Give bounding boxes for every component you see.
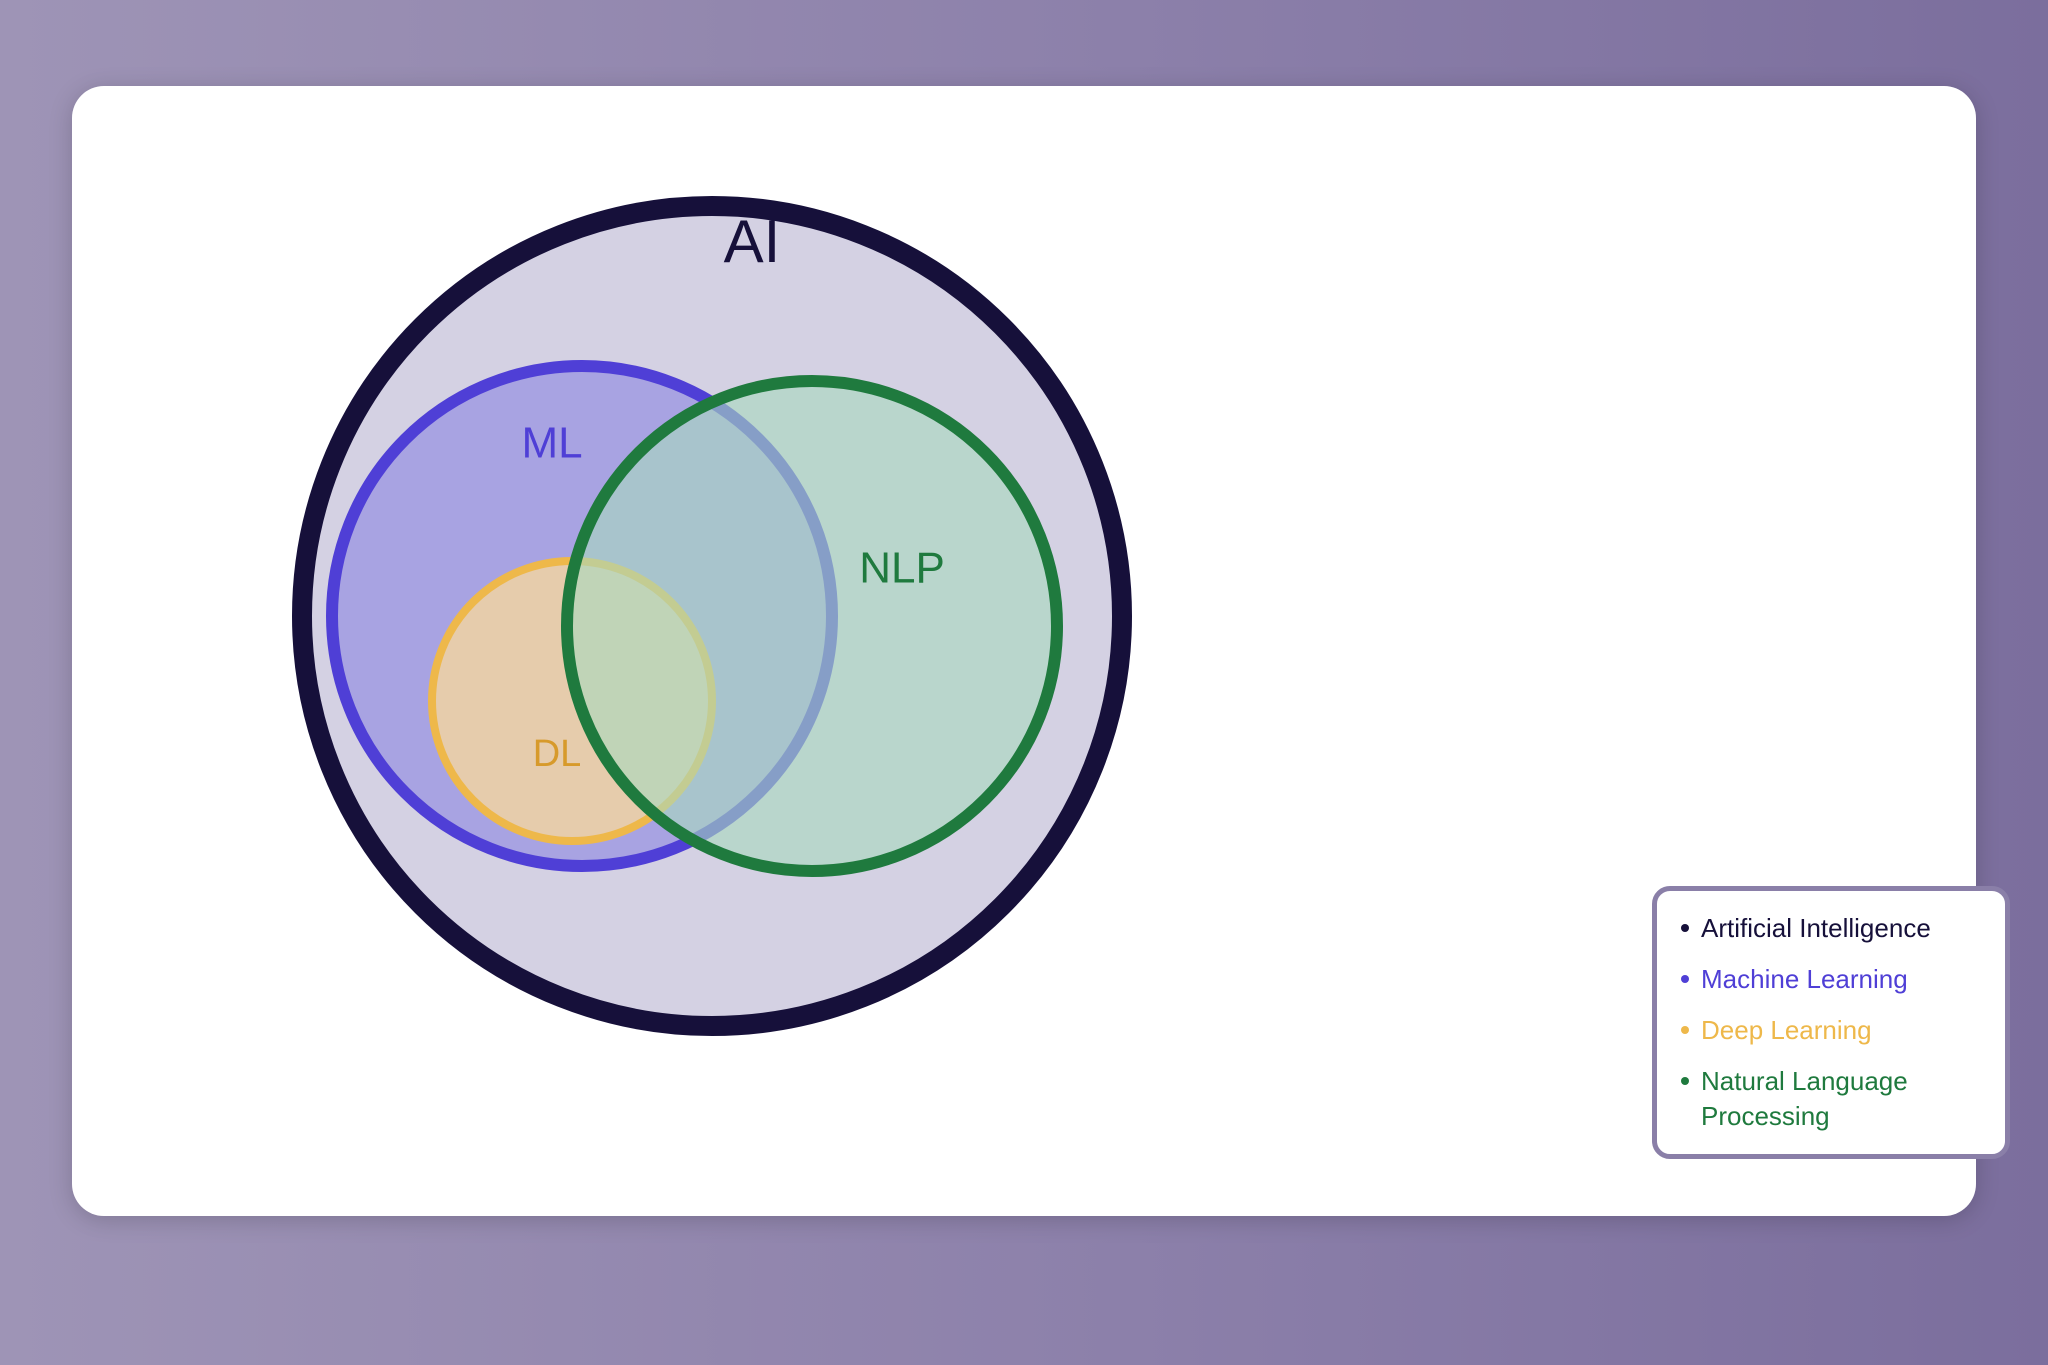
legend-item-dl: Deep Learning bbox=[1677, 1013, 1981, 1048]
legend-item-nlp: Natural Language Processing bbox=[1677, 1064, 1981, 1134]
legend-label: Artificial Intelligence bbox=[1701, 913, 1931, 943]
circle-label-ai: AI bbox=[724, 208, 781, 275]
legend-item-ai: Artificial Intelligence bbox=[1677, 911, 1981, 946]
legend-label: Natural Language Processing bbox=[1701, 1066, 1908, 1131]
legend-label: Deep Learning bbox=[1701, 1015, 1872, 1045]
page-root: AI ML DL NLP Artificial Intelligence Machin… bbox=[0, 0, 2048, 1365]
circle-label-ml: ML bbox=[521, 419, 582, 468]
circle-nlp bbox=[567, 381, 1057, 871]
circle-label-nlp: NLP bbox=[859, 544, 945, 593]
circle-label-dl: DL bbox=[533, 733, 582, 775]
diagram-card: AI ML DL NLP Artificial Intelligence Machin… bbox=[72, 86, 1976, 1216]
legend-list: Artificial Intelligence Machine Learning… bbox=[1677, 911, 1981, 1134]
legend-label: Machine Learning bbox=[1701, 964, 1908, 994]
legend-item-ml: Machine Learning bbox=[1677, 962, 1981, 997]
legend-box: Artificial Intelligence Machine Learning… bbox=[1652, 886, 2010, 1159]
